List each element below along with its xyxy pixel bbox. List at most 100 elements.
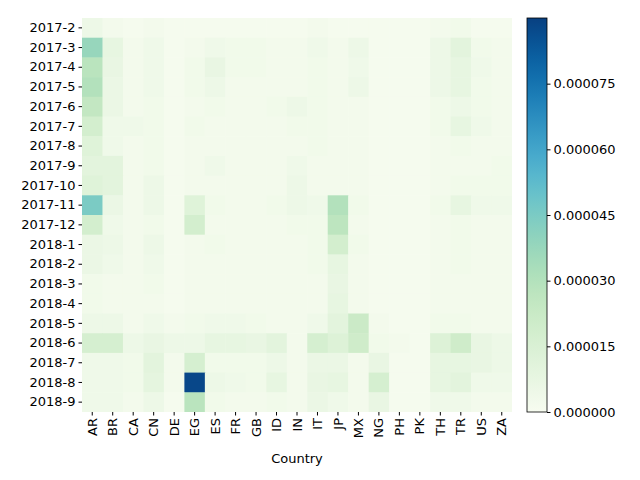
cell (369, 136, 390, 156)
cell (143, 235, 164, 255)
y-tick-mark (79, 323, 83, 324)
cell (205, 97, 226, 117)
cell (102, 215, 123, 235)
cell (287, 136, 308, 156)
cell (164, 77, 185, 97)
x-tick: BR (105, 412, 120, 436)
cell (410, 18, 431, 38)
cell (389, 77, 410, 97)
cell (389, 353, 410, 373)
y-tick-mark (79, 244, 83, 245)
colorbar-tick-label: 0.000045 (554, 208, 616, 223)
cell (348, 314, 369, 334)
cell (123, 136, 144, 156)
cell (307, 156, 328, 176)
cell (430, 254, 451, 274)
cell (492, 373, 512, 393)
cell (287, 333, 308, 353)
cell (348, 117, 369, 137)
cell (225, 18, 246, 38)
cell (471, 392, 492, 412)
cell (287, 77, 308, 97)
x-tick: PH (392, 412, 407, 436)
cell (184, 117, 205, 137)
cell (389, 215, 410, 235)
y-tick: 2017-10 (21, 178, 82, 193)
cell (205, 195, 226, 215)
cell (225, 373, 246, 393)
cell (266, 314, 287, 334)
cell (82, 97, 103, 117)
cell (225, 392, 246, 412)
cell (430, 38, 451, 58)
x-tick: GB (249, 412, 264, 437)
cell (492, 294, 512, 314)
x-tick-label: ID (269, 418, 284, 432)
cell (123, 235, 144, 255)
cell (389, 176, 410, 196)
cell (246, 215, 267, 235)
cell (492, 176, 512, 196)
y-tick-label: 2018-1 (29, 237, 75, 252)
x-tick-mark (481, 412, 482, 416)
y-tick-mark (79, 402, 83, 403)
cell (287, 274, 308, 294)
cell (246, 373, 267, 393)
x-tick-mark (276, 412, 277, 416)
colorbar-tick-mark (547, 281, 551, 282)
y-tick-label: 2017-2 (29, 20, 75, 35)
cell (348, 38, 369, 58)
cell (328, 176, 349, 196)
cell (164, 373, 185, 393)
y-tick-mark (79, 283, 83, 284)
cell (451, 392, 472, 412)
y-tick-mark (79, 303, 83, 304)
cell (307, 294, 328, 314)
cell (492, 195, 512, 215)
cell (307, 314, 328, 334)
x-tick-label: TR (453, 418, 468, 436)
cell (287, 314, 308, 334)
cell (184, 333, 205, 353)
cell (348, 18, 369, 38)
cell (451, 117, 472, 137)
cell (410, 314, 431, 334)
colorbar-tick-mark (547, 412, 551, 413)
cell (246, 274, 267, 294)
cell (328, 392, 349, 412)
cell (123, 314, 144, 334)
y-tick-label: 2018-6 (29, 335, 75, 350)
cell (184, 353, 205, 373)
x-tick: CA (126, 412, 141, 436)
cell (410, 235, 431, 255)
x-tick-label: ES (208, 418, 223, 434)
cell (184, 195, 205, 215)
cell (307, 274, 328, 294)
cell (205, 38, 226, 58)
cell (430, 373, 451, 393)
cell (143, 18, 164, 38)
cell (389, 314, 410, 334)
cell (389, 235, 410, 255)
cell (246, 156, 267, 176)
cell (102, 314, 123, 334)
cell (225, 254, 246, 274)
cell (246, 18, 267, 38)
cell (205, 353, 226, 373)
cell (328, 373, 349, 393)
cell (143, 136, 164, 156)
x-tick: IN (290, 412, 305, 432)
cell (471, 18, 492, 38)
cell (410, 353, 431, 373)
cell (102, 136, 123, 156)
colorbar-tick-label: 0.000030 (554, 273, 616, 288)
cell (348, 392, 369, 412)
cell (471, 136, 492, 156)
cell (164, 274, 185, 294)
cell (369, 18, 390, 38)
cell (205, 392, 226, 412)
cell (369, 38, 390, 58)
colorbar-domain (548, 19, 551, 413)
cell (451, 176, 472, 196)
x-tick-label: IN (290, 418, 305, 432)
